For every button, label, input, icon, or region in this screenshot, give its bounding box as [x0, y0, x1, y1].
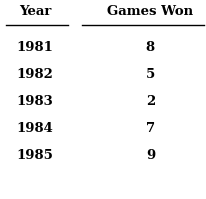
Text: 7: 7 [146, 122, 155, 135]
Text: 8: 8 [146, 41, 155, 54]
Text: 1981: 1981 [16, 41, 54, 54]
Text: 1984: 1984 [16, 122, 54, 135]
Text: 5: 5 [146, 68, 155, 81]
Text: 9: 9 [146, 149, 155, 162]
Text: Year: Year [19, 5, 51, 18]
Text: 2: 2 [146, 95, 155, 108]
Text: 1985: 1985 [16, 149, 54, 162]
Text: 1983: 1983 [17, 95, 53, 108]
Text: 1982: 1982 [16, 68, 54, 81]
Text: Games Won: Games Won [107, 5, 193, 18]
